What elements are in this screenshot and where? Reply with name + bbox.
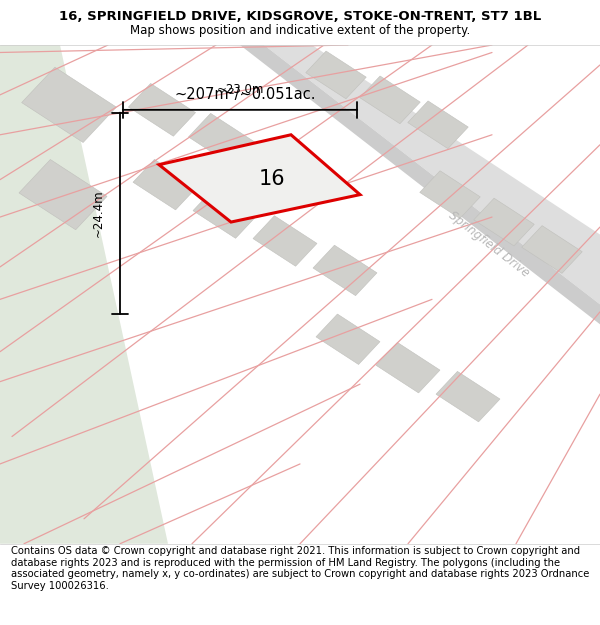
Polygon shape	[376, 342, 440, 393]
Text: ~23.0m: ~23.0m	[217, 83, 263, 96]
Polygon shape	[0, 45, 168, 544]
Text: ~24.4m: ~24.4m	[92, 189, 105, 237]
Polygon shape	[522, 226, 582, 273]
Polygon shape	[193, 188, 257, 238]
Polygon shape	[22, 68, 116, 142]
Polygon shape	[316, 314, 380, 364]
Text: Contains OS data © Crown copyright and database right 2021. This information is : Contains OS data © Crown copyright and d…	[11, 546, 589, 591]
Text: 16: 16	[259, 169, 286, 189]
Polygon shape	[188, 113, 256, 166]
Text: Springfield Drive: Springfield Drive	[446, 209, 532, 280]
Polygon shape	[19, 159, 107, 230]
Polygon shape	[360, 76, 420, 124]
Text: Map shows position and indicative extent of the property.: Map shows position and indicative extent…	[130, 24, 470, 37]
Polygon shape	[420, 171, 480, 219]
Polygon shape	[248, 141, 316, 194]
Polygon shape	[128, 84, 196, 136]
Text: 16, SPRINGFIELD DRIVE, KIDSGROVE, STOKE-ON-TRENT, ST7 1BL: 16, SPRINGFIELD DRIVE, KIDSGROVE, STOKE-…	[59, 10, 541, 23]
Polygon shape	[133, 159, 197, 210]
Polygon shape	[408, 101, 468, 149]
Polygon shape	[159, 135, 360, 222]
Text: ~207m²/~0.051ac.: ~207m²/~0.051ac.	[174, 88, 316, 103]
Polygon shape	[436, 371, 500, 422]
Polygon shape	[313, 245, 377, 296]
Polygon shape	[474, 198, 534, 246]
Polygon shape	[240, 45, 600, 324]
Polygon shape	[253, 216, 317, 266]
Polygon shape	[264, 45, 600, 304]
Polygon shape	[306, 51, 366, 99]
